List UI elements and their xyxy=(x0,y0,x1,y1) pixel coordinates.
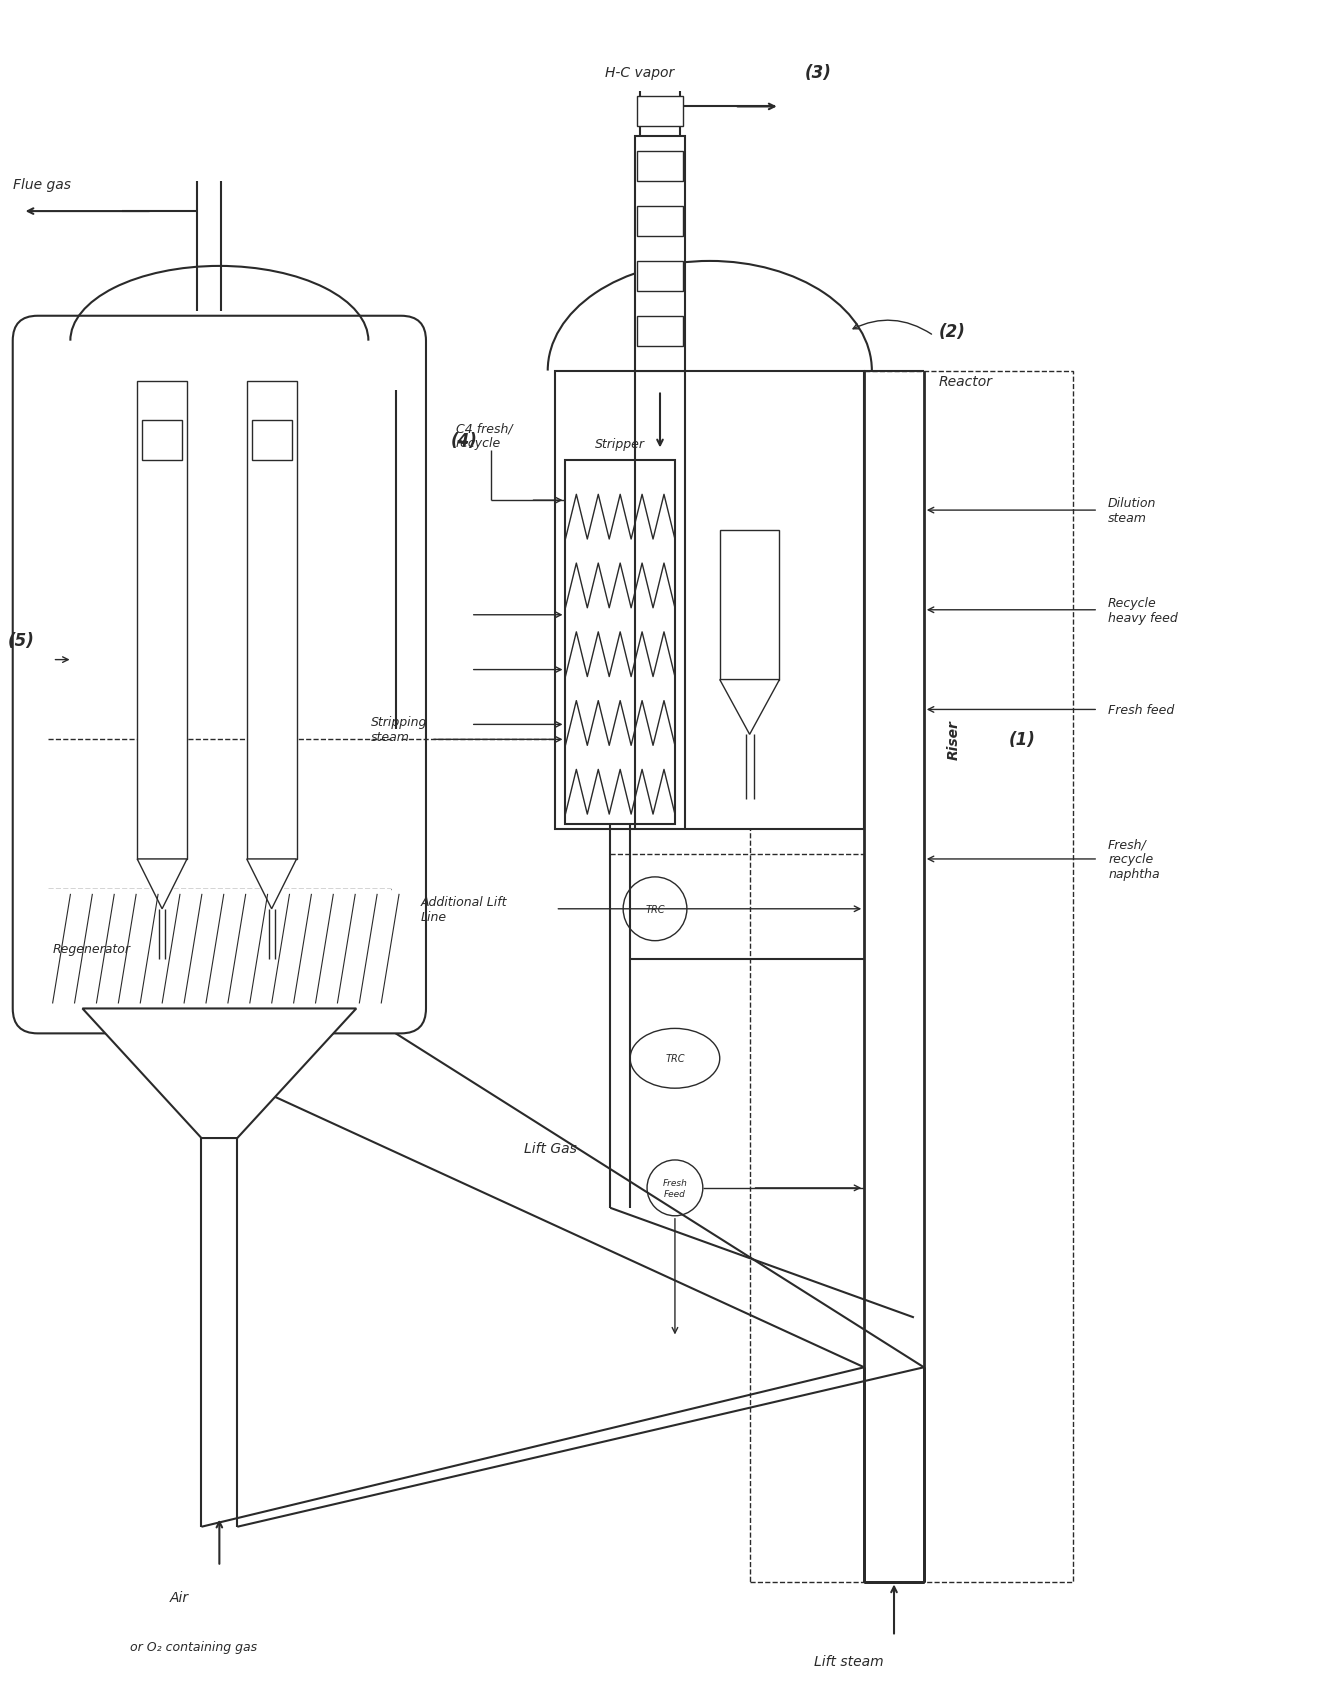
Bar xyxy=(565,461,675,824)
Polygon shape xyxy=(137,860,188,909)
FancyBboxPatch shape xyxy=(13,316,425,1034)
Text: Regenerator: Regenerator xyxy=(53,942,131,956)
Text: Fresh
Feed: Fresh Feed xyxy=(663,1179,687,1198)
Text: Air: Air xyxy=(169,1589,189,1603)
Polygon shape xyxy=(82,1008,357,1138)
Text: C4 fresh/
recycle: C4 fresh/ recycle xyxy=(456,422,513,449)
Text: Stripping
steam: Stripping steam xyxy=(371,716,428,743)
Text: Lift Gas: Lift Gas xyxy=(524,1142,577,1155)
Text: (1): (1) xyxy=(1008,731,1036,748)
Bar xyxy=(48,890,391,1003)
Text: Fresh feed: Fresh feed xyxy=(1108,704,1174,716)
Text: Stripper: Stripper xyxy=(596,437,645,451)
Text: TRC: TRC xyxy=(666,1054,684,1064)
Bar xyxy=(637,316,683,346)
Bar xyxy=(252,421,292,461)
Bar xyxy=(637,208,683,236)
Text: Reactor: Reactor xyxy=(939,375,993,388)
Text: Fresh/
recycle
naphtha: Fresh/ recycle naphtha xyxy=(1108,838,1160,882)
Text: Recycle
heavy feed: Recycle heavy feed xyxy=(1108,596,1178,625)
Bar xyxy=(637,152,683,182)
Bar xyxy=(247,382,296,860)
Text: TRC: TRC xyxy=(645,904,664,914)
Text: (4): (4) xyxy=(450,432,478,449)
Text: Dilution
steam: Dilution steam xyxy=(1108,497,1156,525)
Bar xyxy=(637,262,683,292)
Text: Riser: Riser xyxy=(947,720,960,760)
Bar xyxy=(555,372,864,829)
Text: (2): (2) xyxy=(939,323,966,341)
Text: H-C vapor: H-C vapor xyxy=(605,66,675,79)
Bar xyxy=(137,382,188,860)
Text: (3): (3) xyxy=(804,64,831,81)
Bar xyxy=(720,530,779,681)
Text: (5): (5) xyxy=(8,632,34,649)
Text: Lift steam: Lift steam xyxy=(814,1654,884,1669)
Text: Flue gas: Flue gas xyxy=(13,177,71,193)
Bar xyxy=(637,98,683,127)
Bar xyxy=(143,421,182,461)
Polygon shape xyxy=(247,860,296,909)
Text: Additional Lift
Line: Additional Lift Line xyxy=(421,895,507,924)
Polygon shape xyxy=(720,681,779,735)
Text: or O₂ containing gas: or O₂ containing gas xyxy=(129,1640,256,1654)
Bar xyxy=(749,372,1073,1581)
Bar xyxy=(635,137,684,372)
